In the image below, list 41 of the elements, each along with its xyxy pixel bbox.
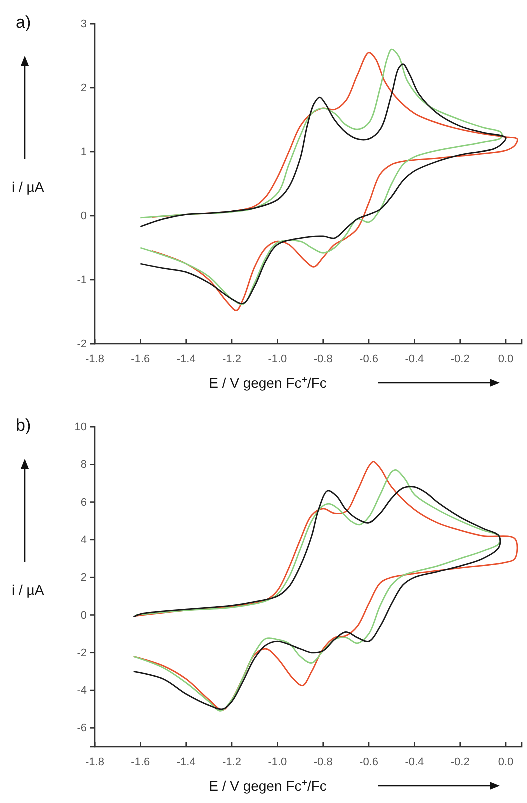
- x-tick-label: -0.4: [405, 756, 424, 768]
- x-tick-label: -1.2: [222, 756, 242, 768]
- chart-title: b): [16, 416, 32, 435]
- x-tick-label: -0.2: [450, 353, 470, 366]
- y-tick-label: -2: [77, 647, 87, 660]
- x-tick-label: 0.0: [498, 353, 514, 366]
- y-tick-label: -4: [77, 685, 87, 698]
- y-tick-label: 3: [80, 18, 87, 31]
- y-axis-title: i / µA: [12, 179, 45, 195]
- x-tick-label: -0.8: [314, 756, 333, 768]
- x-tick-label: -1.6: [131, 756, 150, 768]
- x-tick-label: -0.4: [405, 353, 424, 366]
- chart-title: a): [16, 13, 32, 32]
- y-tick-label: -1: [77, 274, 87, 287]
- x-axis-title: E / V gegen Fc$^{+}$/Fc: [209, 778, 327, 794]
- y-tick-label: 6: [80, 496, 87, 509]
- y-tick-label: 2: [80, 572, 87, 584]
- y-tick-label: 10: [74, 422, 87, 434]
- y-tick-label: 0: [80, 610, 87, 622]
- x-tick-label: -0.6: [360, 353, 378, 366]
- x-tick-label: -1.8: [86, 756, 104, 768]
- x-tick-label: -0.6: [360, 756, 378, 768]
- x-axis-title: E / V gegen Fc$^{+}$/Fc: [209, 374, 327, 391]
- y-axis-title: i / µA: [12, 582, 45, 598]
- y-tick-label: -2: [77, 338, 87, 351]
- x-tick-label: -1.2: [222, 353, 242, 366]
- y-tick-label: 8: [80, 459, 87, 472]
- x-tick-label: -1.0: [268, 353, 288, 366]
- x-tick-label: -1.6: [131, 353, 150, 366]
- x-tick-label: 0.0: [498, 756, 514, 768]
- y-tick-label: 1: [80, 146, 87, 159]
- x-tick-label: -1.4: [176, 756, 196, 768]
- y-tick-label: 2: [80, 82, 87, 95]
- x-tick-label: -0.2: [450, 756, 470, 768]
- y-tick-label: 0: [80, 210, 87, 223]
- x-tick-label: -1.0: [268, 756, 288, 768]
- y-tick-label: 4: [80, 534, 87, 546]
- x-tick-label: -1.4: [176, 353, 196, 366]
- x-tick-label: -0.8: [314, 353, 333, 366]
- y-tick-label: -6: [77, 722, 87, 735]
- x-tick-label: -1.8: [86, 353, 104, 366]
